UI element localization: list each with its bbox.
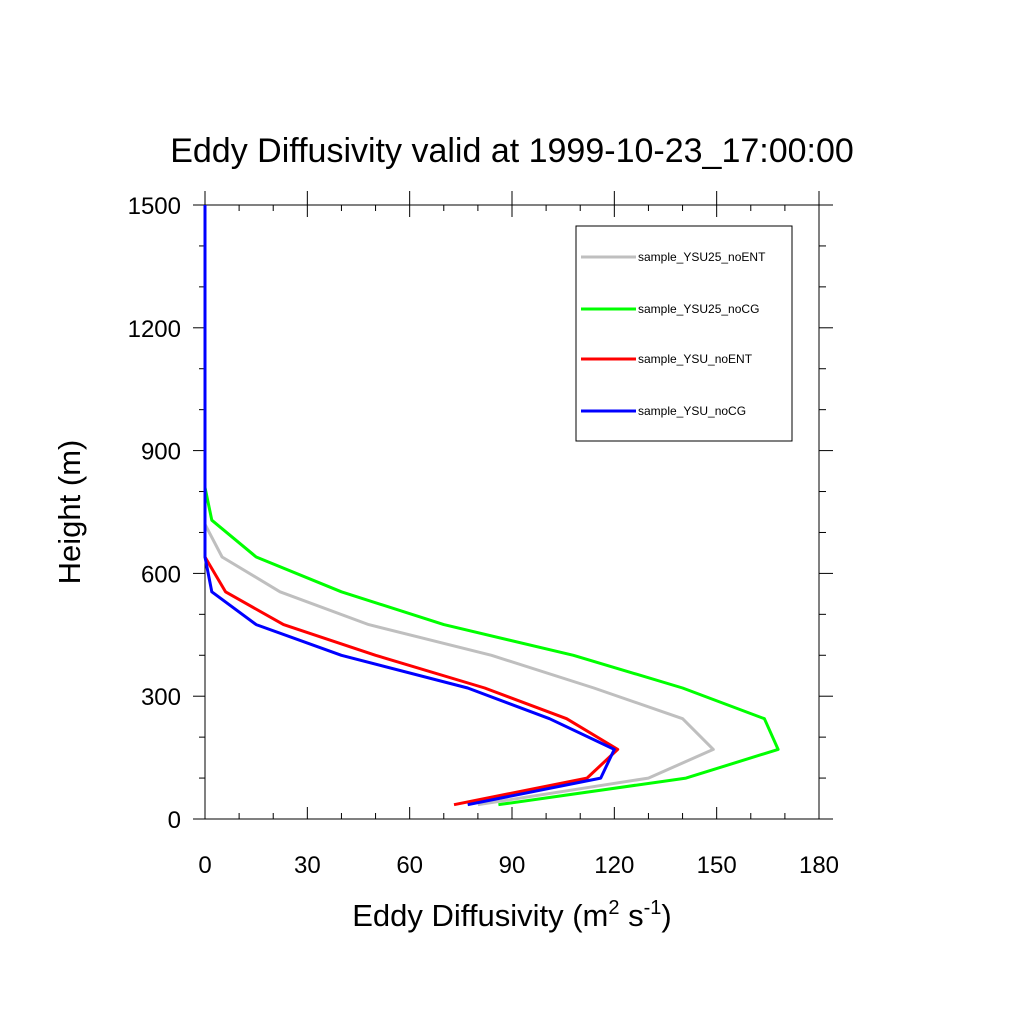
y-tick-label: 0 [168, 807, 181, 834]
legend: sample_YSU25_noENT sample_YSU25_noCGsampl… [575, 225, 793, 442]
x-tick-label: 60 [396, 852, 423, 879]
x-tick-label: 150 [697, 852, 737, 879]
x-tick-label: 0 [198, 852, 211, 879]
legend-box [575, 225, 793, 442]
x-axis-label-sup1: 2 [608, 897, 619, 919]
tick-labels: 0 30 60 90 120 150 180 0 300 600 900 1200 1500 [128, 193, 839, 879]
x-tick-label: 120 [594, 852, 634, 879]
series-lines [203, 205, 780, 807]
y-tick-label: 300 [141, 684, 181, 711]
series-line-sample_YSU25_noCG [203, 205, 780, 807]
x-tick-label: 90 [499, 852, 526, 879]
y-tick-label: 600 [141, 561, 181, 588]
y-tick-label: 1200 [128, 316, 181, 343]
series-line-sample_YSU_noENT [203, 205, 620, 807]
x-axis-label-sup2: -1 [644, 897, 662, 919]
legend-label: sample_YSU_noENT [638, 352, 753, 366]
x-tick-label: 180 [799, 852, 839, 879]
legend-label: sample_YSU25_noENT [638, 250, 766, 264]
x-axis-label-main: Eddy Diffusivity (m [352, 898, 608, 933]
x-axis-label-end: ) [661, 898, 671, 933]
y-tick-label: 1500 [128, 193, 181, 220]
y-tick-label: 900 [141, 439, 181, 466]
legend-label: sample_YSU25_noCG [638, 302, 759, 316]
legend-label: sample_YSU_noCG [638, 404, 746, 418]
chart-title: Eddy Diffusivity valid at 1999-10-23_17:… [170, 132, 854, 170]
x-axis-label-mid: s [619, 898, 643, 933]
y-axis-label: Height (m) [52, 440, 87, 585]
x-tick-label: 30 [294, 852, 321, 879]
x-axis-label: Eddy Diffusivity (m2 s-1) [352, 897, 671, 933]
series-line-sample_YSU_noCG [203, 205, 616, 807]
